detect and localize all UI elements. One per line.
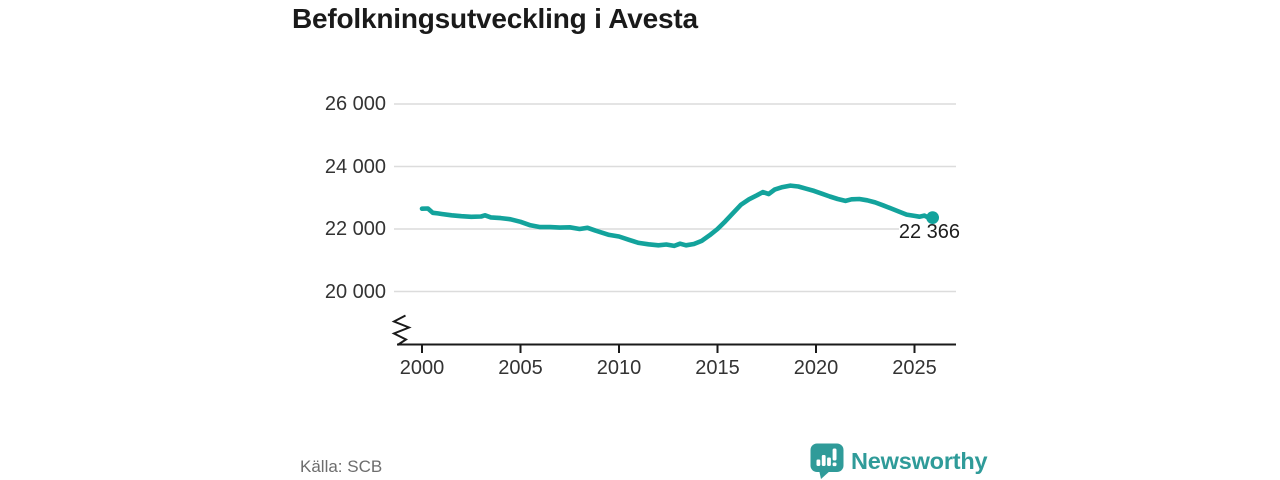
newsworthy-logo-icon (810, 443, 844, 479)
source-credit: Källa: SCB (300, 457, 383, 476)
latest-value-label: 22 366 (898, 221, 960, 243)
y-tick-label: 26 000 (324, 93, 386, 115)
axis-break-zigzag-icon (391, 314, 412, 346)
y-tick-label: 22 000 (324, 218, 386, 240)
chart-title: Befolkningsutveckling i Avesta (292, 3, 698, 34)
x-tick-label: 2000 (399, 357, 445, 379)
speech-bubble-tail (819, 470, 831, 479)
exclamation-dot (832, 462, 837, 467)
bar-chart-bar-tall (821, 455, 826, 466)
gridlines (394, 103, 956, 293)
bar-chart-bar-medium (827, 457, 831, 466)
exclamation-bar (832, 448, 837, 461)
line-end-dot (926, 211, 939, 225)
x-tick-label: 2020 (793, 357, 839, 379)
x-tick-label: 2005 (498, 357, 543, 379)
x-tick-label: 2010 (596, 357, 642, 379)
x-tick-label: 2025 (892, 357, 937, 379)
population-line-series (419, 183, 935, 249)
bar-chart-bar-small (816, 459, 821, 466)
newsworthy-logo: Newsworthy (810, 443, 988, 479)
y-tick-label: 20 000 (324, 280, 386, 303)
newsworthy-wordmark: Newsworthy (851, 448, 988, 474)
x-axis (397, 343, 956, 353)
x-tick-label: 2015 (695, 357, 740, 379)
y-tick-label: 24 000 (324, 155, 386, 178)
